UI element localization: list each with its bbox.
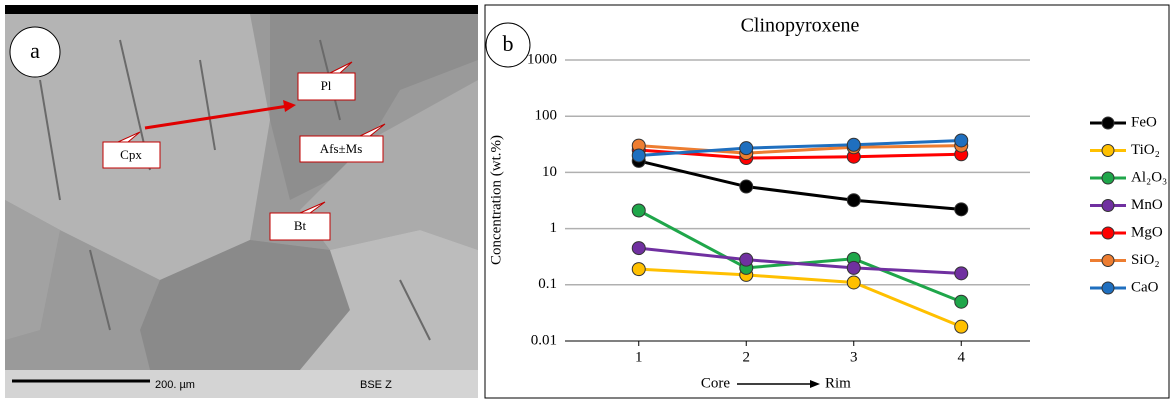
callout-text: Pl <box>321 78 332 93</box>
legend-label: Al₂O₃ <box>1131 169 1167 185</box>
series-line <box>638 159 962 211</box>
legend-marker <box>1101 254 1115 267</box>
y-tick-label: 0.01 <box>531 332 557 348</box>
grain <box>5 200 60 340</box>
info-bar <box>5 370 478 398</box>
arrow <box>144 104 289 130</box>
data-point <box>954 319 969 334</box>
y-axis-label: Concentration (wt.%) <box>488 135 504 265</box>
panel-label: b <box>503 31 514 56</box>
panel-a: 200. µm BSE Z a Cpx Pl Afs±Ms Bt <box>5 5 478 398</box>
data-point <box>631 148 646 163</box>
callout-box <box>269 212 331 241</box>
data-point <box>631 203 646 218</box>
legend-label: FeO <box>1131 114 1157 130</box>
legend-marker <box>1101 281 1115 295</box>
legend-label: TiO₂ <box>1131 142 1160 158</box>
grain <box>140 240 350 370</box>
data-point <box>846 275 861 290</box>
data-point <box>631 241 646 256</box>
series-line <box>638 267 962 329</box>
data-point <box>631 262 646 277</box>
y-tick-label: 10 <box>542 164 557 180</box>
callout-box <box>299 135 384 163</box>
image-top-bar <box>5 5 478 14</box>
legend-label: MgO <box>1131 224 1163 240</box>
series-line <box>638 144 962 155</box>
data-point <box>954 202 969 217</box>
legend-label: MnO <box>1131 197 1163 213</box>
data-point <box>739 179 754 194</box>
cracks <box>39 39 431 341</box>
x-tick-label: 3 <box>850 349 858 365</box>
panel-b-frame <box>484 4 1170 399</box>
panel-label: a <box>30 38 40 63</box>
callouts: Cpx Pl Afs±Ms Bt <box>102 61 386 241</box>
chart-title: Clinopyroxene <box>741 15 860 37</box>
y-tick-label: 0.1 <box>538 276 557 292</box>
panel-label-circle <box>485 22 531 68</box>
series-line <box>638 148 962 160</box>
legend-marker <box>1101 144 1115 157</box>
x-axis-label-end: Rim <box>825 375 851 391</box>
y-tick-label: 1 <box>550 220 558 236</box>
y-tick-label: 100 <box>535 108 558 124</box>
series-line <box>638 246 962 275</box>
grain <box>300 230 478 370</box>
callout-box <box>297 72 356 101</box>
legend-marker <box>1101 226 1115 240</box>
legend-label: SiO₂ <box>1131 252 1160 268</box>
legend-marker <box>1101 171 1115 185</box>
callout-text: Cpx <box>120 147 142 162</box>
legend-marker <box>1101 116 1115 130</box>
legend-label: CaO <box>1131 279 1159 295</box>
data-point <box>954 133 969 148</box>
x-tick-label: 1 <box>635 349 643 365</box>
y-tick-label: 1000 <box>527 51 557 67</box>
data-point <box>954 294 969 309</box>
panel-label-circle <box>9 26 61 78</box>
x-arrow-head <box>810 380 820 388</box>
scale-text: 200. µm <box>155 379 195 391</box>
x-axis-label-start: Core <box>701 375 731 391</box>
series-line <box>638 138 962 157</box>
data-point <box>846 193 861 208</box>
callout-text: Bt <box>294 218 307 233</box>
detector-text: BSE Z <box>360 379 392 391</box>
data-point <box>846 137 861 152</box>
data-point <box>739 252 754 267</box>
legend-marker <box>1101 199 1115 212</box>
x-tick-label: 2 <box>743 349 751 365</box>
arrow-head <box>283 100 296 112</box>
grain <box>300 80 478 250</box>
data-point <box>846 260 861 275</box>
callout-box <box>102 141 161 169</box>
data-point <box>739 141 754 156</box>
data-point <box>954 266 969 281</box>
x-tick-label: 4 <box>958 349 966 365</box>
callout-text: Afs±Ms <box>320 141 363 156</box>
